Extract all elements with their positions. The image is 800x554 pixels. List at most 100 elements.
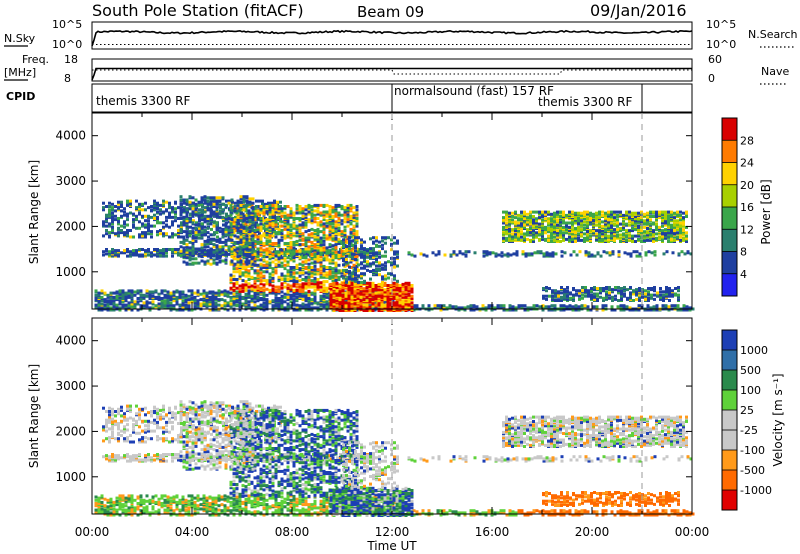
power-echo-cell <box>157 295 161 299</box>
power-echo-cell <box>337 269 341 273</box>
power-echo-cell <box>239 197 243 201</box>
power-echo-cell <box>129 199 132 203</box>
power-echo-cell <box>268 206 272 210</box>
power-echo-cell <box>383 303 387 307</box>
power-echo-cell <box>556 212 559 216</box>
power-echo-cell <box>207 252 210 256</box>
power-echo-cell <box>230 233 234 237</box>
power-echo-cell <box>138 220 141 224</box>
power-echo-cell <box>265 305 269 309</box>
power-echo-cell <box>262 308 266 312</box>
power-echo-cell <box>280 220 284 224</box>
power-echo-cell <box>206 226 210 230</box>
power-echo-cell <box>230 259 234 263</box>
power-echo-cell <box>304 293 308 297</box>
power-echo-cell <box>304 225 308 229</box>
power-echo-cell <box>130 299 134 303</box>
power-echo-cell <box>324 254 327 258</box>
power-echo-cell <box>182 252 186 256</box>
power-echo-cell <box>229 221 233 225</box>
power-echo-cell <box>212 205 216 208</box>
power-echo-cell <box>271 276 275 280</box>
power-echo-cell <box>196 289 200 293</box>
power-echo-cell <box>209 239 213 243</box>
power-echo-cell <box>262 208 266 212</box>
power-echo-cell <box>340 207 344 211</box>
power-echo-cell <box>144 214 147 218</box>
power-echo-cell <box>222 219 225 223</box>
power-echo-cell <box>244 266 248 269</box>
power-echo-cell <box>319 288 323 292</box>
power-echo-cell <box>185 261 189 265</box>
power-echo-cell <box>230 238 234 242</box>
power-echo-cell <box>319 275 323 279</box>
power-echo-cell <box>562 237 565 241</box>
power-echo-cell <box>289 213 293 217</box>
power-echo-cell <box>174 212 177 216</box>
power-echo-cell <box>135 226 138 230</box>
power-echo-cell <box>106 304 110 308</box>
power-echo-cell <box>256 240 260 244</box>
power-echo-cell <box>401 295 405 299</box>
power-echo-cell <box>328 205 332 208</box>
power-echo-cell <box>356 289 360 293</box>
power-echo-cell <box>544 305 548 309</box>
power-echo-cell <box>322 269 326 273</box>
power-echo-cell <box>262 211 266 215</box>
power-echo-cell <box>218 259 222 263</box>
power-echo-cell <box>386 299 390 303</box>
power-echo-cell <box>565 223 568 227</box>
power-echo-cell <box>295 280 299 284</box>
power-echo-cell <box>203 252 207 256</box>
power-echo-cell <box>148 290 152 294</box>
power-echo-cell <box>195 221 198 225</box>
power-echo-cell <box>301 271 305 275</box>
power-echo-cell <box>289 257 293 261</box>
power-echo-cell <box>529 238 532 242</box>
power-echo-cell <box>233 257 237 261</box>
power-echo-cell <box>247 259 251 263</box>
power-echo-cell <box>244 295 248 299</box>
power-echo-cell <box>310 232 314 236</box>
power-echo-cell <box>331 234 335 238</box>
power-echo-cell <box>350 309 354 312</box>
power-echo-cell <box>213 231 216 235</box>
power-echo-cell <box>280 303 284 307</box>
power-echo-cell <box>313 209 317 213</box>
power-echo-cell <box>191 214 195 218</box>
power-echo-cell <box>241 302 245 306</box>
power-echo-cell <box>138 235 141 239</box>
power-echo-cell <box>212 261 216 265</box>
power-echo-cell <box>150 230 153 234</box>
power-echo-cell <box>185 202 189 206</box>
power-echo-cell <box>203 218 207 222</box>
nave-series <box>92 69 692 75</box>
power-echo-cell <box>295 285 299 289</box>
power-echo-cell <box>389 291 393 295</box>
power-echo-cell <box>306 253 309 257</box>
power-echo-cell <box>352 224 356 228</box>
power-echo-cell <box>374 288 378 292</box>
power-echo-cell <box>274 254 278 257</box>
power-echo-cell <box>389 298 393 302</box>
power-echo-cell <box>256 250 260 254</box>
power-echo-cell <box>301 243 305 247</box>
power-echo-cell <box>138 253 141 257</box>
power-echo-cell <box>316 283 320 287</box>
power-echo-cell <box>340 271 344 275</box>
power-echo-cell <box>171 206 174 210</box>
power-echo-cell <box>111 215 114 219</box>
power-echo-cell <box>218 245 222 249</box>
power-echo-cell <box>184 303 188 307</box>
power-echo-cell <box>268 215 272 219</box>
power-echo-cell <box>304 271 308 275</box>
power-echo-cell <box>277 207 281 211</box>
power-echo-cell <box>541 220 544 224</box>
power-echo-cell <box>298 234 302 238</box>
power-echo-cell <box>289 223 293 227</box>
power-echo-cell <box>277 279 281 283</box>
power-echo-cell <box>341 300 345 304</box>
power-echo-cell <box>505 218 508 222</box>
power-echo-cell <box>365 295 369 299</box>
power-echo-cell <box>685 305 689 309</box>
